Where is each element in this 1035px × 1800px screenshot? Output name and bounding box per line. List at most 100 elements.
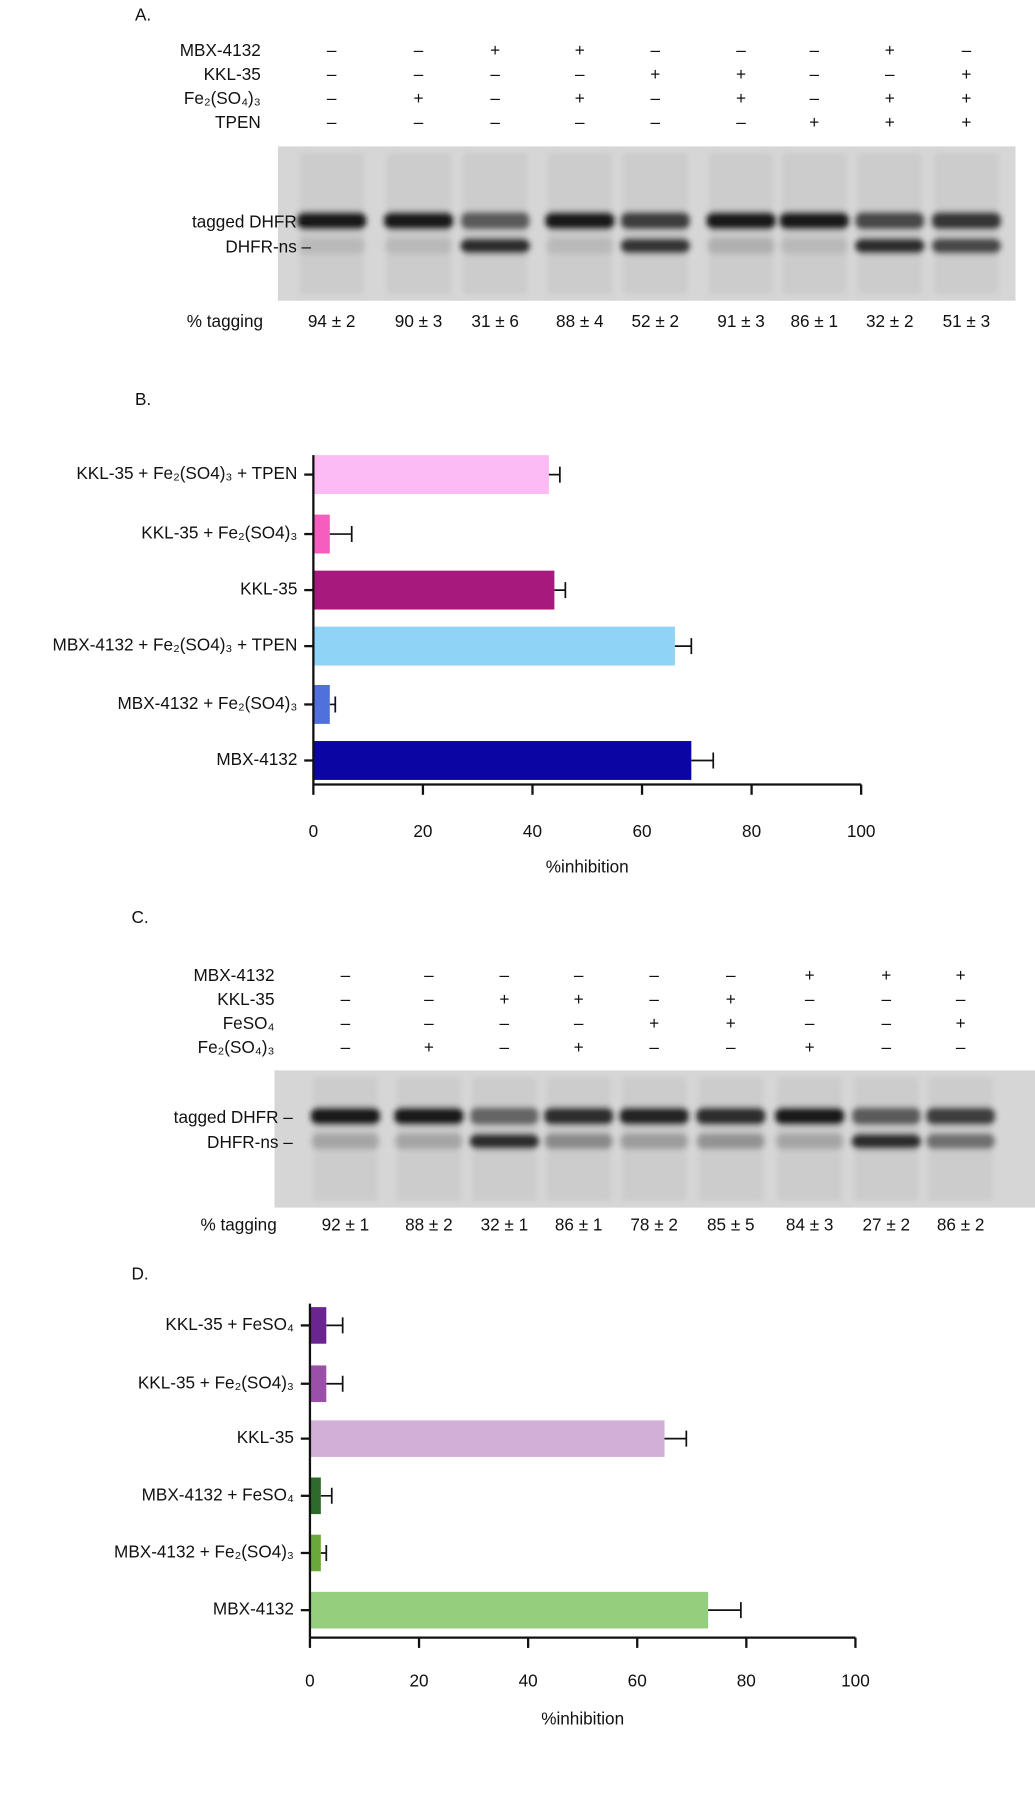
band-upper [706,211,776,230]
error-bar [708,1602,742,1619]
band-upper [545,211,615,230]
panel-label: B. [135,389,151,409]
row-label: KKL-35 [204,64,261,84]
bar [313,570,555,610]
band-upper [394,1106,464,1126]
band-lower [926,1133,995,1150]
bar [309,1365,327,1403]
sign: + [414,88,424,108]
sign: – [327,64,337,84]
sign: + [736,88,746,108]
tagging-value: 32 ± 1 [481,1214,529,1234]
band-upper [297,211,366,230]
tagging-value: 88 ± 4 [556,311,604,331]
bar [309,1477,321,1515]
x-tick-label: 80 [737,1671,756,1691]
sign: + [961,64,971,84]
x-tick-label: 60 [632,821,651,841]
sign: – [651,112,661,132]
band-upper [855,211,925,230]
tagging-value: 85 ± 5 [707,1214,755,1234]
row-label: TPEN [215,112,261,132]
band-upper [851,1106,921,1126]
band-lower [855,237,925,254]
x-tick-label: 100 [841,1671,870,1691]
sign: – [424,965,434,985]
sign: – [882,989,892,1009]
category-label: MBX-4132 + Fe₂(SO4)₃ [114,1542,294,1562]
sign: + [885,88,895,108]
sign: – [414,112,424,132]
tagging-value: 86 ± 1 [555,1214,603,1234]
tagging-value: 94 ± 2 [308,311,356,331]
tagging-value: 90 ± 3 [395,311,443,331]
error-bar [554,582,567,599]
error-bar [548,466,561,483]
sign: – [424,1013,434,1033]
error-bar [329,696,337,713]
sign: + [649,1013,659,1033]
sign: – [649,965,659,985]
band-lower [779,237,849,254]
sign: – [649,989,659,1009]
x-tick-label: 100 [847,821,876,841]
tagging-value: 88 ± 2 [405,1214,453,1234]
band-lower [775,1133,844,1150]
bar [313,741,692,780]
row-label: Fe₂(SO₄)₃ [198,1037,275,1057]
sign: – [327,88,337,108]
x-tick-label: 60 [628,1671,647,1691]
band-lower [544,1133,613,1150]
x-axis-label: %inhibition [546,857,629,877]
panel-label: C. [132,907,149,927]
sign: + [490,40,500,60]
band-label: DHFR-ns – [225,237,311,257]
bar [313,455,549,495]
sign: – [341,989,351,1009]
band-lower [460,237,530,254]
sign: – [500,1037,510,1057]
sign: – [726,1037,736,1057]
sign: + [499,989,509,1009]
sign: – [327,40,337,60]
band-upper [460,211,530,230]
sign: – [574,965,584,985]
sign: – [414,64,424,84]
sign: + [961,112,971,132]
panel-label: D. [132,1264,149,1284]
error-bar [691,752,715,769]
sign: + [736,64,746,84]
error-bar [674,638,693,655]
tagging-label: % tagging [187,311,263,331]
sign: – [882,1013,892,1033]
x-tick-label: 80 [742,821,761,841]
category-label: KKL-35 + Fe₂(SO4)₃ [141,523,297,543]
category-label: MBX-4132 + FeSO₄ [142,1484,294,1504]
band-upper [775,1106,844,1126]
category-label: KKL-35 [237,1427,294,1447]
band-lower [696,1133,766,1150]
band-lower [311,1133,380,1150]
band-upper [544,1106,613,1126]
sign: – [649,1037,659,1057]
band-lower [932,237,1001,254]
sign: – [651,88,661,108]
sign: – [341,1037,351,1057]
sign: + [726,989,736,1009]
category-label: MBX-4132 + Fe₂(SO4)₃ + TPEN [53,635,298,655]
band-label: tagged DHFR – [174,1107,294,1127]
band-upper [779,211,849,230]
sign: + [805,965,815,985]
band-lower [706,237,776,254]
row-label: KKL-35 [217,989,274,1009]
tagging-value: 92 ± 1 [322,1214,370,1234]
tagging-value: 51 ± 3 [943,311,991,331]
sign: + [885,112,895,132]
band-lower [545,237,615,254]
sign: – [651,40,661,60]
sign: + [956,1013,966,1033]
sign: – [726,965,736,985]
sign: – [736,40,746,60]
row-label: Fe₂(SO₄)₃ [184,88,261,108]
